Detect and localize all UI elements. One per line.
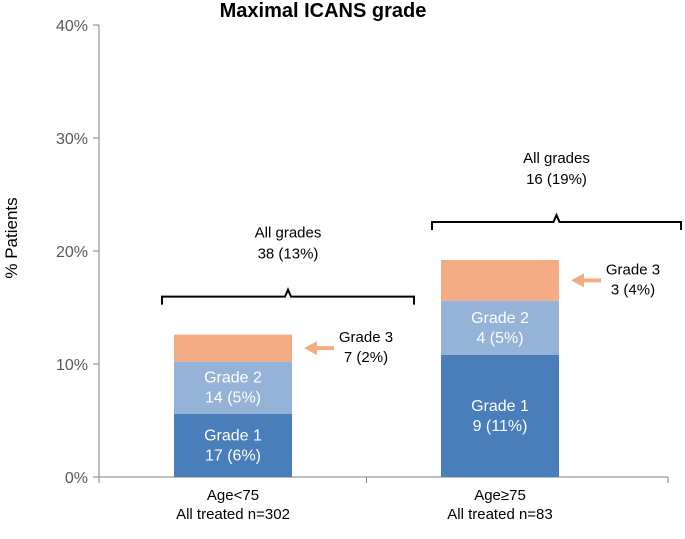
total-brace (431, 212, 682, 231)
chart-title: Maximal ICANS grade (220, 0, 427, 22)
y-tick-label: 40% (56, 18, 88, 35)
grade3-arrowhead (304, 341, 317, 356)
bar-segment-grade-2 (174, 361, 292, 414)
grade3-arrowhead (571, 273, 584, 288)
bar-segment-grade-1 (441, 354, 559, 477)
bar-segment-grade-3 (441, 260, 559, 301)
y-tick-label: 0% (65, 470, 88, 487)
bar-segment-grade-3 (174, 334, 292, 362)
axes: 0% 10% 20% 30% 40% Age<75 All treated n=302 Age… (56, 18, 669, 523)
bar-segment-grade-1 (174, 413, 292, 477)
data-label: Grade 1 17 (6%) (204, 427, 262, 464)
y-tick-label: 10% (56, 357, 88, 374)
bar-segment-grade-2 (441, 300, 559, 355)
x-tick-label: Age<75 All treated n=302 (176, 487, 290, 523)
total-label: All grades 16 (19%) (523, 150, 590, 188)
y-tick-label: 20% (56, 244, 88, 261)
y-tick-label: 30% (56, 131, 88, 148)
data-label: Grade 2 14 (5%) (204, 370, 262, 407)
y-axis-label: % Patients (2, 197, 21, 278)
total-brace (161, 287, 415, 305)
total-label: All grades 38 (13%) (255, 225, 322, 263)
x-tick-label: Age≥75 All treated n=83 (447, 487, 553, 523)
